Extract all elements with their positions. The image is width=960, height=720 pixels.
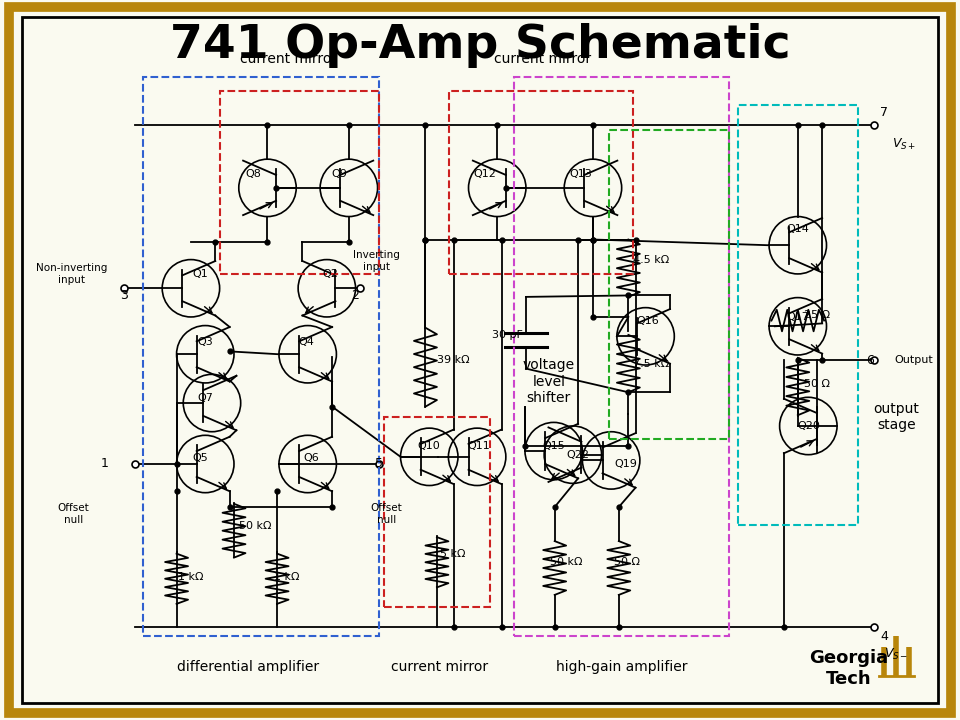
Text: Georgia
Tech: Georgia Tech	[809, 649, 888, 688]
Text: voltage
level
shifter: voltage level shifter	[523, 359, 575, 405]
Text: Q4: Q4	[299, 337, 314, 347]
Text: 25 Ω: 25 Ω	[804, 310, 829, 320]
Text: Q14: Q14	[786, 224, 809, 234]
Text: 50 Ω: 50 Ω	[804, 379, 829, 389]
Bar	[384, 418, 490, 608]
Text: Q11: Q11	[468, 441, 491, 451]
Text: Q3: Q3	[198, 337, 213, 347]
Text: 50 kΩ: 50 kΩ	[550, 557, 583, 567]
Text: Offset
null: Offset null	[371, 503, 402, 525]
Text: differential amplifier: differential amplifier	[178, 660, 320, 674]
Text: current mirror: current mirror	[493, 52, 590, 66]
Bar	[449, 91, 634, 274]
Text: 5: 5	[375, 456, 383, 469]
Text: Q12: Q12	[473, 168, 496, 179]
Text: 7: 7	[880, 106, 888, 119]
Text: 1 kΩ: 1 kΩ	[179, 572, 204, 582]
Text: Q8: Q8	[246, 168, 261, 179]
Text: Q9: Q9	[331, 168, 348, 179]
Text: Output: Output	[895, 355, 933, 365]
Text: 1 kΩ: 1 kΩ	[275, 572, 300, 582]
Text: 4: 4	[880, 629, 888, 643]
Text: current mirror: current mirror	[240, 52, 337, 66]
Text: 3: 3	[120, 289, 128, 302]
Text: 39 kΩ: 39 kΩ	[437, 355, 469, 365]
Text: Q1: Q1	[193, 269, 208, 279]
Text: Q13: Q13	[569, 168, 591, 179]
Text: 50 Ω: 50 Ω	[614, 557, 640, 567]
Text: 1: 1	[101, 456, 108, 469]
Text: 5 kΩ: 5 kΩ	[440, 549, 466, 559]
Bar	[738, 105, 858, 525]
Bar	[220, 91, 379, 274]
Text: Q2: Q2	[322, 269, 338, 279]
Bar	[514, 77, 729, 636]
Text: Q16: Q16	[636, 315, 659, 325]
Text: Q20: Q20	[798, 421, 821, 431]
Text: Q22: Q22	[566, 450, 589, 459]
Bar	[610, 130, 729, 439]
Text: Q6: Q6	[303, 454, 319, 463]
Text: high-gain amplifier: high-gain amplifier	[556, 660, 687, 674]
Text: Q7: Q7	[198, 393, 213, 403]
Text: 741 Op-Amp Schematic: 741 Op-Amp Schematic	[170, 23, 790, 68]
Text: Offset
null: Offset null	[58, 503, 89, 525]
Text: Q19: Q19	[614, 459, 636, 469]
Text: 50 kΩ: 50 kΩ	[239, 521, 272, 531]
Text: Q5: Q5	[193, 454, 208, 463]
Bar	[143, 77, 379, 636]
Text: 2: 2	[351, 289, 359, 302]
Text: output
stage: output stage	[874, 402, 920, 433]
Text: Q10: Q10	[418, 441, 441, 451]
Text: 30 pF: 30 pF	[492, 330, 523, 340]
Text: 6: 6	[866, 354, 874, 366]
Text: 4.5 kΩ: 4.5 kΩ	[634, 255, 669, 264]
Text: $V_{S-}$: $V_{S-}$	[884, 647, 908, 662]
Text: Inverting
input: Inverting input	[353, 251, 400, 272]
Text: Q15: Q15	[542, 441, 565, 451]
Text: 7.5 kΩ: 7.5 kΩ	[634, 359, 669, 369]
Text: $V_{S+}$: $V_{S+}$	[892, 138, 916, 153]
Text: current mirror: current mirror	[392, 660, 489, 674]
Text: Q17: Q17	[786, 312, 809, 322]
Text: Non-inverting
input: Non-inverting input	[36, 263, 107, 284]
